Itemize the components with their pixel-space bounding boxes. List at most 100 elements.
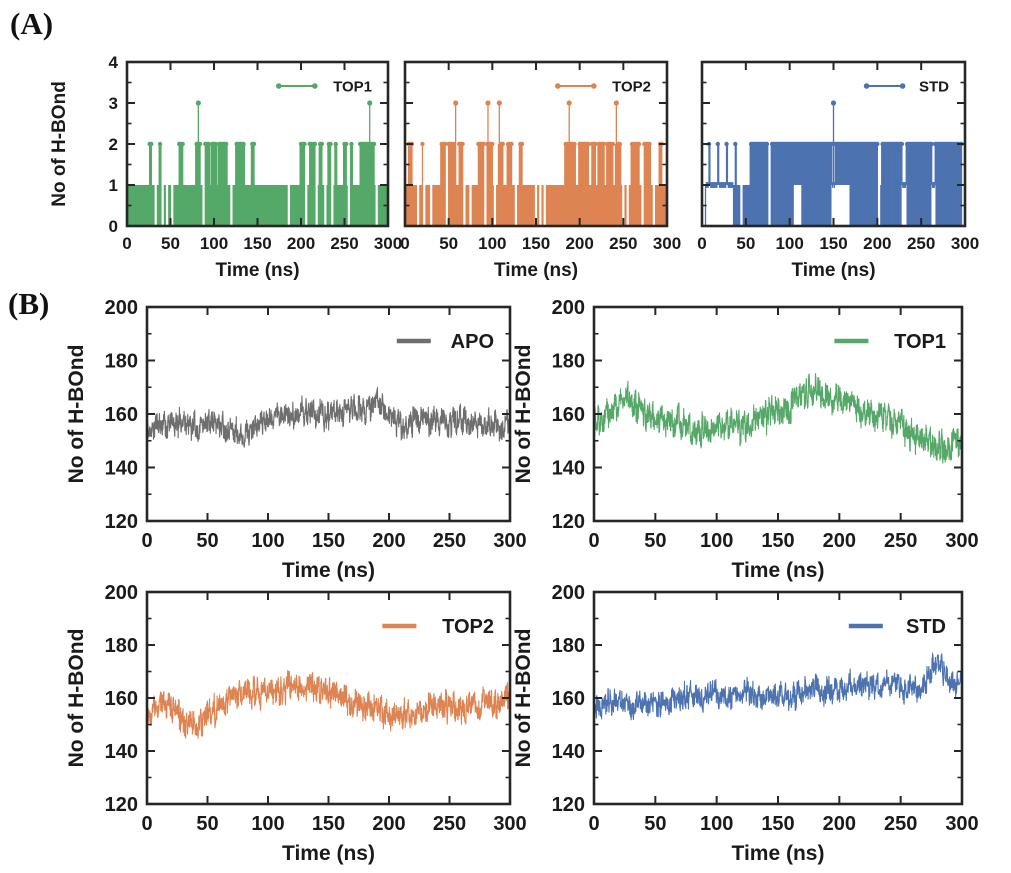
- svg-text:TOP2: TOP2: [612, 78, 651, 95]
- svg-text:150: 150: [312, 813, 345, 835]
- svg-text:250: 250: [884, 530, 917, 552]
- svg-text:TOP2: TOP2: [442, 616, 494, 638]
- chart-b-std-hbond-timeseries: 0 50 100 150 200 250 300 120 140 160 180 200 Time (n…: [512, 582, 979, 865]
- svg-text:1: 1: [109, 176, 118, 195]
- svg-text:160: 160: [552, 404, 585, 426]
- panel-b-label: (B): [8, 286, 50, 321]
- chart-a-std-hbond-count: 0 50 100 150 200 250 300 Time (ns) STD: [697, 60, 979, 281]
- svg-text:250: 250: [433, 530, 466, 552]
- svg-text:Time (ns): Time (ns): [215, 260, 299, 281]
- svg-text:0: 0: [588, 530, 599, 552]
- svg-text:200: 200: [372, 530, 405, 552]
- svg-text:140: 140: [105, 741, 138, 763]
- svg-text:180: 180: [552, 351, 585, 373]
- svg-text:120: 120: [552, 511, 585, 533]
- svg-text:3: 3: [109, 94, 118, 113]
- svg-text:200: 200: [552, 582, 585, 604]
- svg-text:300: 300: [493, 530, 526, 552]
- svg-text:200: 200: [863, 234, 891, 253]
- svg-text:250: 250: [433, 813, 466, 835]
- svg-text:200: 200: [565, 234, 593, 253]
- svg-text:No of H-BOnd: No of H-BOnd: [49, 81, 70, 207]
- svg-text:0: 0: [141, 530, 152, 552]
- svg-text:300: 300: [945, 530, 978, 552]
- svg-text:300: 300: [951, 234, 979, 253]
- svg-text:150: 150: [522, 234, 550, 253]
- svg-text:50: 50: [161, 234, 180, 253]
- svg-text:Time (ns): Time (ns): [494, 260, 578, 281]
- svg-text:160: 160: [105, 688, 138, 710]
- svg-text:Time (ns): Time (ns): [282, 559, 375, 582]
- svg-text:Time (ns): Time (ns): [282, 842, 375, 865]
- svg-text:100: 100: [251, 530, 284, 552]
- svg-text:STD: STD: [906, 616, 946, 638]
- svg-text:250: 250: [907, 234, 935, 253]
- svg-text:180: 180: [552, 635, 585, 657]
- svg-text:200: 200: [105, 582, 138, 604]
- svg-text:No of H-BOnd: No of H-BOnd: [512, 345, 535, 484]
- svg-text:STD: STD: [919, 78, 949, 95]
- svg-text:Time (ns): Time (ns): [732, 842, 825, 865]
- svg-text:120: 120: [105, 794, 138, 816]
- svg-text:TOP1: TOP1: [894, 331, 946, 353]
- svg-text:200: 200: [823, 813, 856, 835]
- svg-text:250: 250: [609, 234, 637, 253]
- svg-text:50: 50: [644, 813, 666, 835]
- svg-text:No of H-BOnd: No of H-BOnd: [512, 629, 535, 768]
- svg-text:140: 140: [105, 458, 138, 480]
- svg-text:100: 100: [251, 813, 284, 835]
- svg-text:160: 160: [105, 404, 138, 426]
- svg-text:150: 150: [761, 530, 794, 552]
- svg-text:250: 250: [884, 813, 917, 835]
- svg-text:140: 140: [552, 458, 585, 480]
- svg-text:300: 300: [653, 234, 681, 253]
- svg-text:50: 50: [736, 234, 755, 253]
- svg-text:0: 0: [697, 234, 706, 253]
- svg-text:0: 0: [141, 813, 152, 835]
- svg-text:300: 300: [945, 813, 978, 835]
- svg-text:300: 300: [374, 234, 402, 253]
- svg-text:50: 50: [196, 813, 218, 835]
- svg-text:APO: APO: [451, 331, 494, 353]
- svg-text:200: 200: [823, 530, 856, 552]
- svg-text:50: 50: [196, 530, 218, 552]
- svg-text:150: 150: [819, 234, 847, 253]
- svg-text:160: 160: [552, 688, 585, 710]
- svg-text:200: 200: [287, 234, 315, 253]
- svg-text:0: 0: [122, 234, 131, 253]
- svg-text:100: 100: [775, 234, 803, 253]
- chart-b-top1-hbond-timeseries: 0 50 100 150 200 250 300 120 140 160 180 200 Time (n…: [512, 297, 979, 582]
- svg-text:100: 100: [478, 234, 506, 253]
- svg-text:140: 140: [552, 741, 585, 763]
- svg-text:No of H-BOnd: No of H-BOnd: [65, 345, 88, 484]
- svg-text:180: 180: [105, 351, 138, 373]
- svg-text:200: 200: [372, 813, 405, 835]
- svg-text:100: 100: [700, 530, 733, 552]
- svg-text:0: 0: [400, 234, 409, 253]
- chart-a-top1-hbond-count: 0 50 100 150 200 250 300 0 1 2 3 4 Time (ns) No of H-…: [49, 53, 402, 281]
- svg-text:300: 300: [493, 813, 526, 835]
- svg-text:50: 50: [439, 234, 458, 253]
- svg-text:Time (ns): Time (ns): [732, 559, 825, 582]
- svg-text:No of H-BOnd: No of H-BOnd: [65, 629, 88, 768]
- svg-text:100: 100: [700, 813, 733, 835]
- svg-text:0: 0: [109, 217, 118, 236]
- svg-text:Time (ns): Time (ns): [791, 260, 875, 281]
- svg-text:4: 4: [109, 53, 119, 72]
- svg-text:0: 0: [588, 813, 599, 835]
- chart-a-top2-hbond-count: 0 50 100 150 200 250 300 Time (ns) TOP2: [400, 60, 681, 281]
- svg-text:120: 120: [105, 511, 138, 533]
- svg-text:150: 150: [312, 530, 345, 552]
- svg-text:250: 250: [330, 234, 358, 253]
- svg-text:2: 2: [109, 135, 118, 154]
- svg-text:180: 180: [105, 635, 138, 657]
- svg-text:150: 150: [243, 234, 271, 253]
- svg-text:TOP1: TOP1: [333, 78, 372, 95]
- svg-text:100: 100: [200, 234, 228, 253]
- svg-text:120: 120: [552, 794, 585, 816]
- svg-text:50: 50: [644, 530, 666, 552]
- chart-b-top2-hbond-timeseries: 0 50 100 150 200 250 300 120 140 160 180 200 Time (n…: [65, 582, 527, 865]
- chart-b-apo-hbond-timeseries: 0 50 100 150 200 250 300 120 140 160 180 200 Time (n…: [65, 297, 527, 582]
- panel-a-label: (A): [10, 6, 54, 41]
